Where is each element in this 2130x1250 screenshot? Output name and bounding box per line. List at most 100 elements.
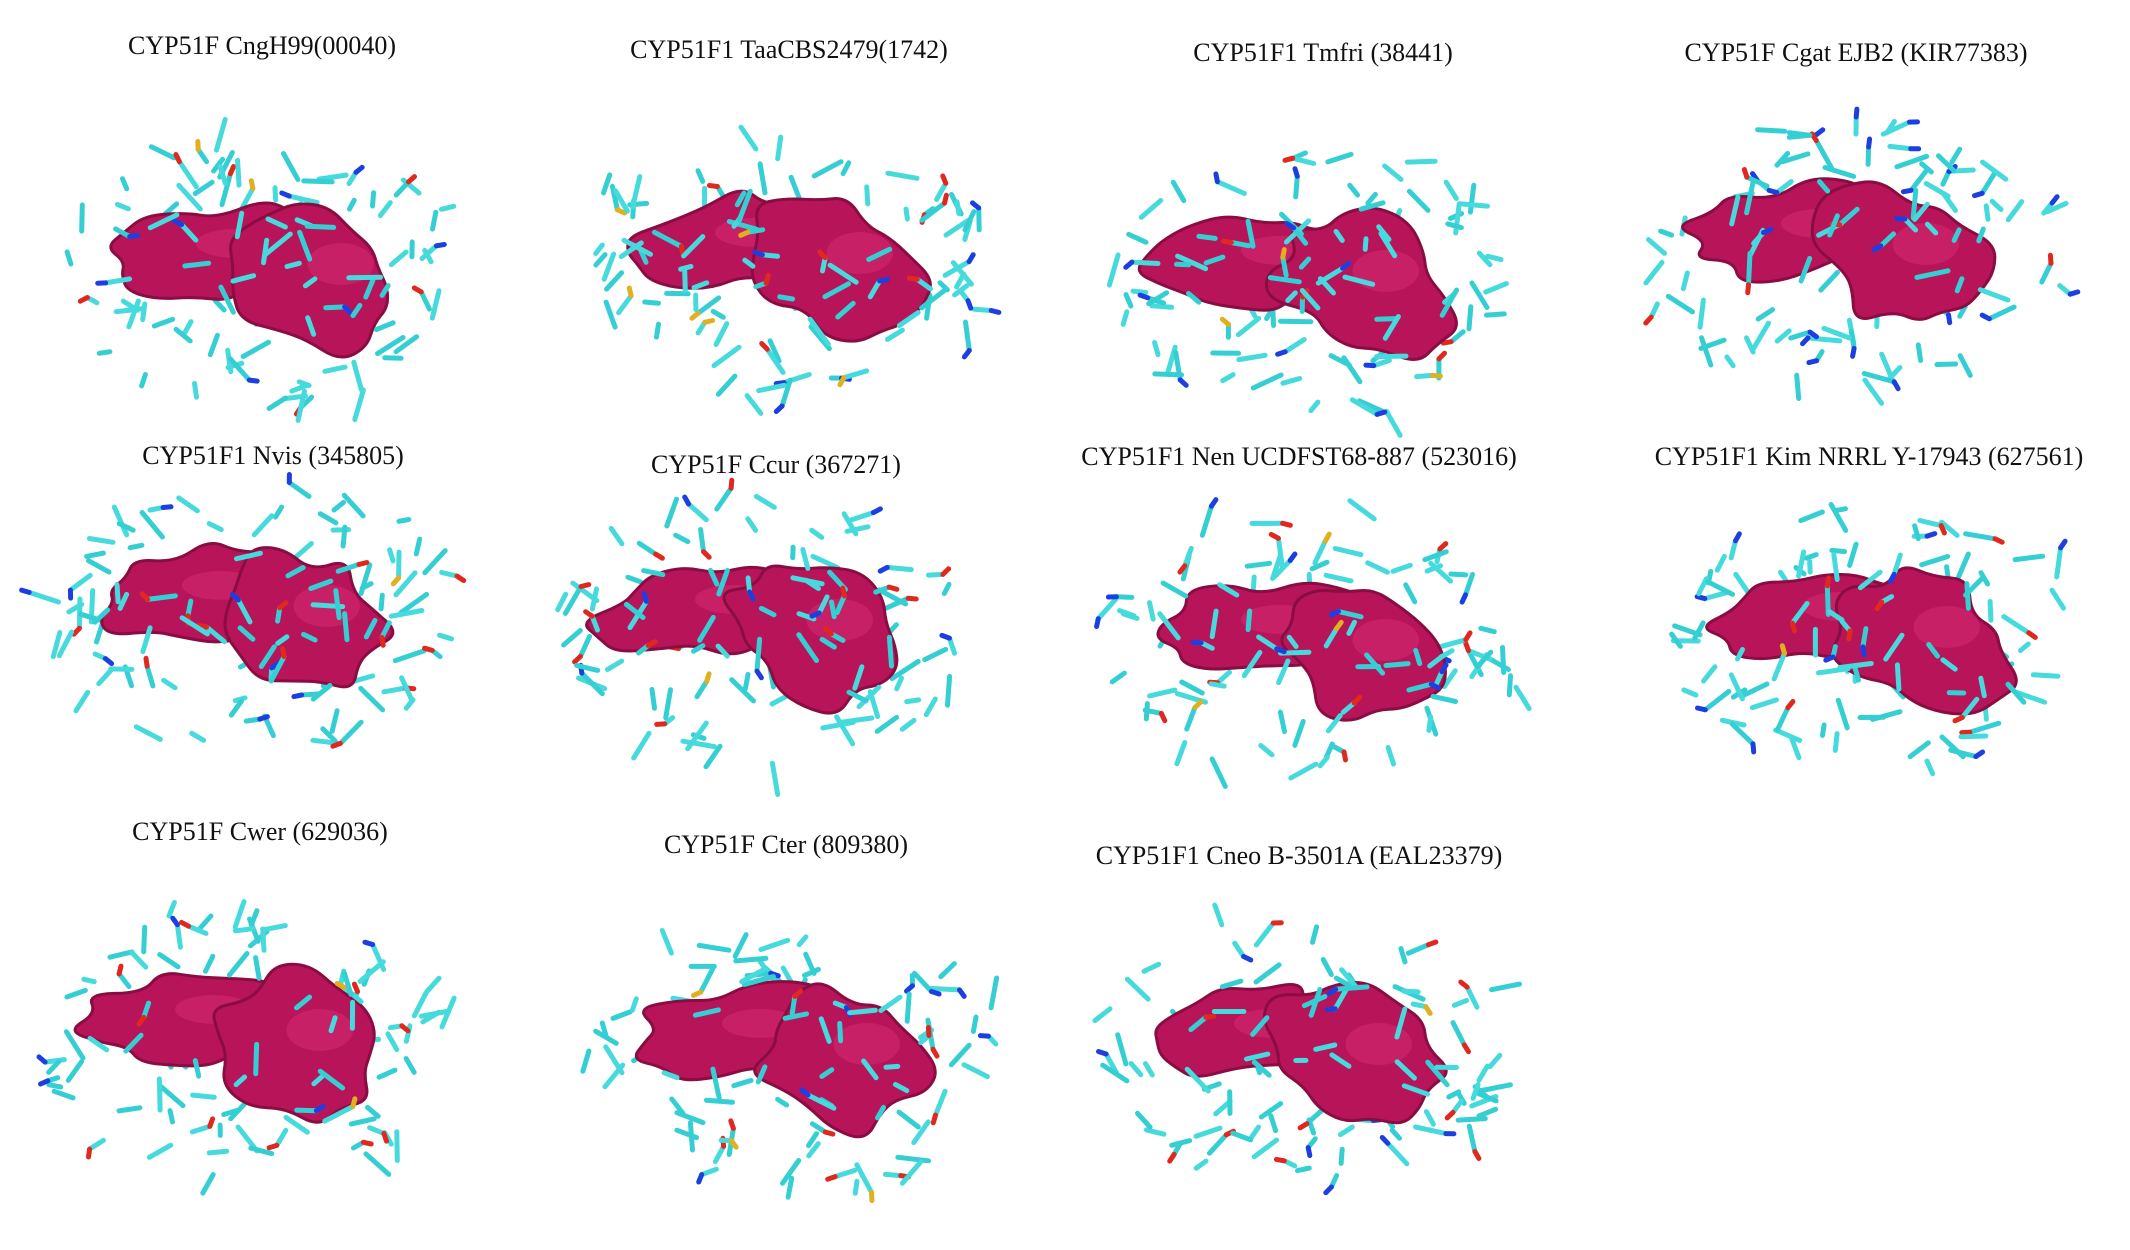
residue-stick [755, 1064, 768, 1085]
atom-tip [1439, 662, 1449, 675]
atom-tip [1874, 599, 1885, 612]
residue-stick [1123, 292, 1134, 309]
residue-stick [1804, 552, 1819, 561]
residue-stick [351, 359, 364, 392]
residue-stick [1149, 303, 1175, 310]
atom-tip [957, 987, 967, 999]
residue-stick [652, 229, 684, 249]
atom-tip [1871, 243, 1884, 253]
atom-tip [1461, 1042, 1471, 1055]
residue-stick [1467, 650, 1484, 678]
residue-stick [1680, 270, 1690, 292]
residue-stick [736, 188, 753, 223]
residue-stick [182, 319, 194, 336]
residue-stick [206, 521, 224, 533]
atom-tip [356, 560, 370, 567]
residue-stick [1288, 761, 1319, 781]
atom-tip [759, 341, 770, 352]
residue-stick [1248, 1124, 1261, 1140]
atom-tip [399, 1023, 411, 1034]
residue-stick [337, 719, 364, 746]
residue-stick [1847, 541, 1859, 568]
residue-stick [1341, 355, 1363, 385]
residue-stick [767, 338, 782, 364]
atom-tip [763, 272, 771, 286]
residue-stick [1184, 704, 1198, 732]
residue-stick [1323, 626, 1339, 649]
atom-tip [1853, 106, 1860, 120]
residue-stick [367, 1125, 387, 1136]
atom-tip [1779, 643, 1787, 656]
residue-stick [141, 1000, 152, 1020]
residue-stick [1325, 151, 1354, 165]
residue-stick [878, 994, 903, 1013]
residue-stick [1907, 740, 1931, 760]
residue-stick [1130, 288, 1149, 295]
residue-stick [875, 1104, 886, 1121]
residue-stick [1827, 213, 1840, 238]
atom-tip [277, 600, 289, 611]
residue-stick [1828, 502, 1849, 533]
residue-stick [681, 234, 706, 259]
residue-stick [1917, 518, 1944, 529]
residue-stick [1129, 259, 1161, 266]
atom-tip [654, 721, 668, 727]
residue-stick [1291, 225, 1309, 246]
residue-stick [63, 1029, 86, 1061]
atom-tip [870, 506, 883, 516]
residue-stick [1115, 1032, 1129, 1067]
residue-stick [1816, 666, 1851, 676]
residue-stick [827, 262, 859, 285]
residue-stick [806, 1141, 821, 1159]
atom-tip [1444, 1109, 1456, 1121]
residue-stick [365, 1104, 381, 1119]
atom-tip [1860, 644, 1867, 658]
residue-stick [1250, 372, 1284, 391]
residue-stick [382, 355, 404, 361]
atom-tip [773, 403, 785, 414]
residue-stick [1384, 408, 1403, 438]
atom-tip [406, 174, 417, 185]
residue-stick [189, 730, 207, 743]
residue-stick [1699, 335, 1714, 368]
residue-stick [1382, 163, 1404, 182]
residue-stick [1818, 269, 1840, 293]
residue-stick [1124, 976, 1151, 1002]
atom-tip [905, 595, 919, 602]
residue-stick [738, 124, 759, 152]
structure-panel [19, 472, 467, 749]
residue-stick [235, 597, 253, 625]
residue-stick [304, 223, 337, 230]
residue-stick [1143, 701, 1150, 722]
atom-tip [792, 988, 804, 999]
residue-stick [65, 1059, 85, 1083]
residue-stick [1365, 560, 1390, 575]
residue-stick [1342, 274, 1376, 287]
atom-tip [257, 714, 270, 722]
residue-stick [1295, 1165, 1312, 1174]
atom-tip [196, 622, 210, 630]
residue-stick [803, 951, 817, 976]
residue-stick [145, 593, 178, 602]
residue-stick [686, 501, 709, 523]
residue-stick [593, 252, 608, 268]
residue-stick [294, 1107, 319, 1114]
residue-stick [358, 685, 386, 713]
residue-stick [1405, 942, 1431, 956]
atom-tip [1785, 699, 1796, 711]
atom-tip [1275, 349, 1288, 357]
atom-tip [229, 592, 241, 603]
residue-stick [834, 714, 856, 747]
residue-stick [1251, 1059, 1272, 1078]
residue-stick [847, 510, 876, 523]
residue-stick [1466, 1123, 1478, 1154]
atom-tip [160, 504, 174, 510]
residue-stick [1805, 335, 1843, 344]
atom-tip [1305, 1145, 1313, 1158]
residue-stick [1362, 236, 1369, 252]
residue-stick [413, 536, 423, 557]
residue-stick [1878, 231, 1896, 249]
structures [19, 106, 2081, 1203]
residue-stick [1241, 649, 1263, 679]
residue-stick [602, 1062, 626, 1090]
